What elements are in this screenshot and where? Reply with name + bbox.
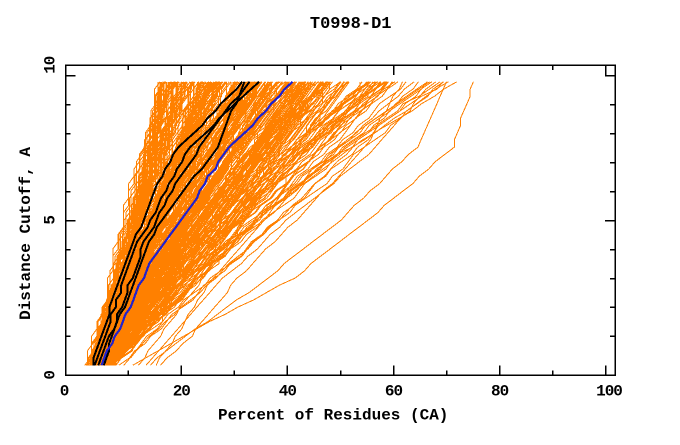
svg-text:10: 10: [42, 56, 60, 74]
svg-text:0: 0: [60, 382, 69, 400]
svg-text:80: 80: [491, 382, 509, 400]
svg-text:Distance Cutoff, A: Distance Cutoff, A: [17, 147, 35, 320]
svg-text:5: 5: [42, 216, 60, 225]
svg-text:20: 20: [173, 382, 191, 400]
svg-text:100: 100: [596, 382, 622, 400]
svg-text:0: 0: [42, 371, 60, 380]
svg-text:40: 40: [279, 382, 297, 400]
svg-text:Percent of Residues (CA): Percent of Residues (CA): [218, 406, 448, 424]
svg-text:T0998-D1: T0998-D1: [310, 15, 392, 34]
svg-text:60: 60: [385, 382, 403, 400]
